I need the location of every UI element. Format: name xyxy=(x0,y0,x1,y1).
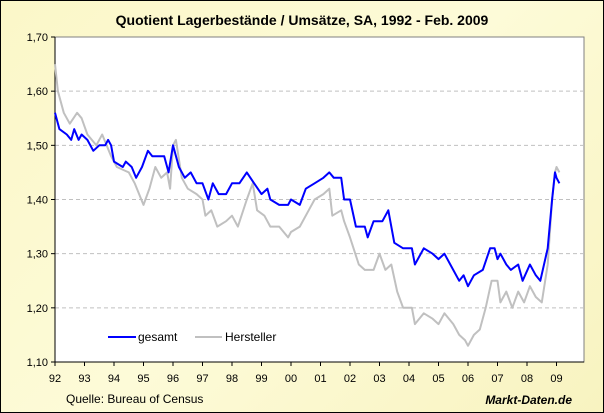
x-tick-label: 07 xyxy=(491,373,503,385)
plot-area xyxy=(54,36,585,363)
x-tick-label: 97 xyxy=(196,373,208,385)
x-tick-label: 00 xyxy=(285,373,297,385)
y-tick-label: 1,70 xyxy=(27,32,48,44)
x-tick-label: 03 xyxy=(373,373,385,385)
x-tick-label: 06 xyxy=(462,373,474,385)
legend-label-hersteller: Hersteller xyxy=(225,330,276,344)
x-tick-label: 96 xyxy=(167,373,179,385)
y-tick-label: 1,20 xyxy=(27,303,48,315)
x-tick-label: 93 xyxy=(78,373,90,385)
x-tick-label: 92 xyxy=(49,373,61,385)
x-tick-label: 02 xyxy=(344,373,356,385)
x-tick-label: 95 xyxy=(137,373,149,385)
legend: gesamt Hersteller xyxy=(108,330,276,344)
x-tick-label: 08 xyxy=(521,373,533,385)
brand-watermark: Markt-Daten.de xyxy=(485,393,572,407)
y-tick-label: 1,40 xyxy=(27,195,48,207)
y-tick-label: 1,10 xyxy=(27,357,48,369)
y-tick-label: 1,50 xyxy=(27,140,48,152)
x-tick-label: 04 xyxy=(403,373,415,385)
x-tick-label: 09 xyxy=(550,373,562,385)
x-tick-label: 01 xyxy=(314,373,326,385)
legend-label-gesamt: gesamt xyxy=(138,330,178,344)
x-tick-label: 98 xyxy=(226,373,238,385)
series-line-hersteller xyxy=(54,63,561,347)
y-tick-label: 1,60 xyxy=(27,86,48,98)
series-line-gesamt xyxy=(54,112,561,288)
source-note: Quelle: Bureau of Census xyxy=(66,392,204,406)
y-tick-label: 1,30 xyxy=(27,249,48,261)
x-tick-label: 99 xyxy=(255,373,267,385)
x-tick-label: 05 xyxy=(432,373,444,385)
chart-title: Quotient Lagerbestände / Umsätze, SA, 19… xyxy=(115,12,489,28)
x-tick-label: 94 xyxy=(108,373,120,385)
